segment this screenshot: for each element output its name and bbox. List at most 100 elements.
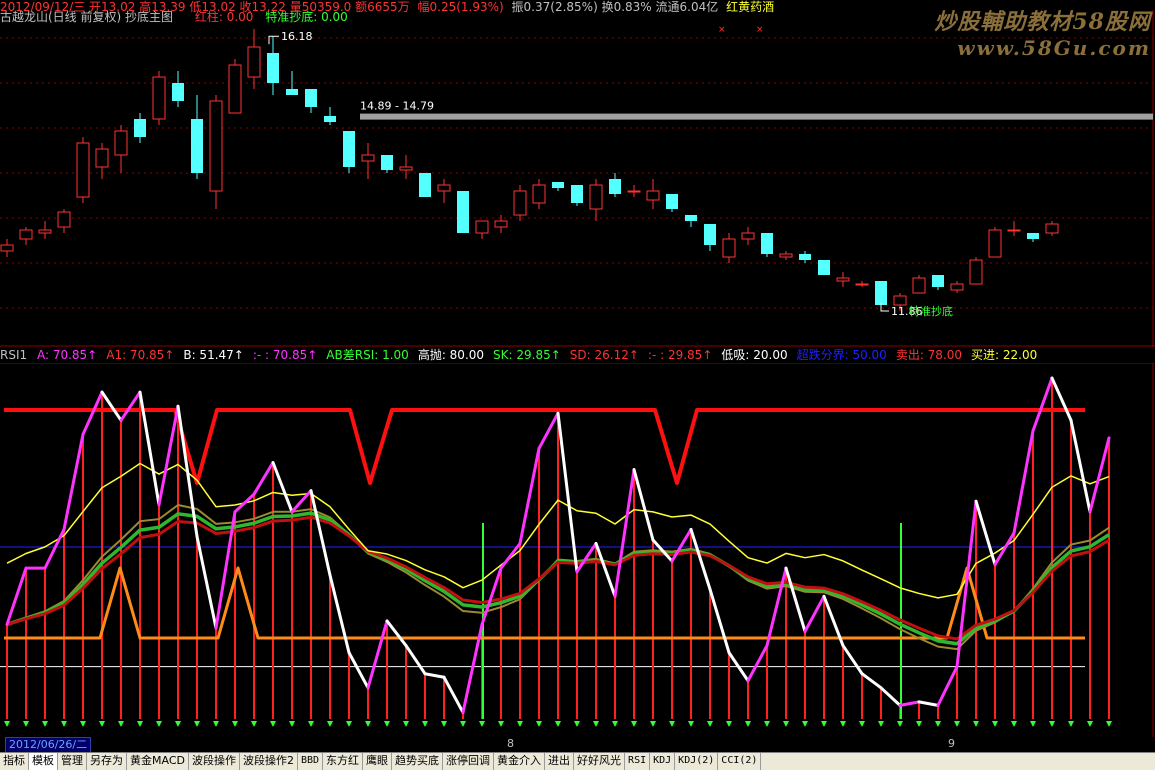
bar-arrow [384,721,390,727]
olive-ma-line [6,504,1110,651]
candle-body-up [0,244,14,252]
bar-arrow [232,721,238,727]
bar-arrow [935,721,941,727]
tab-3[interactable]: 另存为 [87,753,127,770]
indicator-value-9: 低吸: 20.00 [721,348,788,362]
rsi-main-segment [670,527,693,563]
rsi-main-segment [1088,436,1111,514]
bar-arrow [118,721,124,727]
tab-13[interactable]: 进出 [545,753,575,770]
rsi-main-segment [651,538,674,563]
candle-body-up [95,148,109,168]
candle-body-up [893,295,907,306]
candle [475,220,489,239]
rsi-main-segment [499,541,522,570]
rsi-main-segment [727,651,750,683]
candle-body-up [19,229,33,240]
tab-12[interactable]: 黄金介入 [494,753,546,770]
candle [114,125,128,173]
bar-arrow [498,721,504,727]
tab-2[interactable]: 管理 [58,753,87,770]
candle [685,215,697,227]
bar-arrow [783,721,789,727]
bar-arrow [612,721,618,727]
bar-arrow [764,721,770,727]
change-text: 幅0.25(1.93%) [417,0,504,14]
rsi-main-segment [518,446,541,545]
candle-body-down [704,224,716,245]
indicator-value-11: 卖出: 78.00 [895,348,963,362]
month-8-label: 8 [507,737,514,750]
candle [381,155,393,173]
rsi-main-segment [100,390,123,422]
bar-arrow [80,721,86,727]
bar-arrow [916,721,922,727]
candle [779,251,793,260]
candle [457,191,469,233]
tab-8[interactable]: 东方红 [323,753,364,770]
tab-11[interactable]: 涨停回调 [443,753,495,770]
candle-body-down [932,275,944,287]
watermark: 炒股輔助教材58股网 www.58Gu.com [934,4,1151,60]
candle-body-down [875,281,887,305]
candle [1027,233,1039,242]
tab-9[interactable]: 鹰眼 [363,753,393,770]
tab-17[interactable]: KDJ(2) [675,753,719,770]
signal-x-mark: × [756,25,764,35]
rsi-main-segment [366,619,389,690]
rsi-main-segment [214,510,237,630]
bar-arrow [555,721,561,727]
candle [228,59,242,114]
watermark-line2: www.58Gu.com [957,36,1151,60]
tab-7[interactable]: BBD [297,753,324,770]
tab-6[interactable]: 波段操作2 [239,753,298,770]
bar-arrow [137,721,143,727]
rsi-main-segment [442,675,465,714]
sector-text: 红黄药酒 [726,0,775,14]
tab-14[interactable]: 好好风光 [574,753,626,770]
rsi-main-segment [347,651,370,690]
indicator-name: RSI1 [0,348,28,362]
bar-arrow [574,721,580,727]
tab-15[interactable]: RSI [625,753,651,770]
bar-arrow [593,721,599,727]
candle-body-up [76,142,90,198]
tab-4[interactable]: 黄金MACD [127,753,189,770]
candle [361,143,375,179]
bar-arrow [1087,721,1093,727]
tab-16[interactable]: KDJ [650,753,676,770]
bar-arrow [23,721,29,727]
bar-arrow [1068,721,1074,727]
date-axis: 2012/06/26/二 8 9 [0,737,1155,753]
rsi-chart[interactable] [0,363,1155,737]
candle [343,131,355,173]
candle-body-up [532,184,546,204]
indicator-value-12: 买进: 22.00 [971,348,1038,362]
candle-body-down [1027,233,1039,239]
candle-body-down [685,215,697,221]
tab-10[interactable]: 趋势买底 [392,753,444,770]
rsi-main-segment [879,686,902,707]
candle-body-down [267,53,279,83]
rsi-main-segment [1069,418,1092,514]
rsi-main-segment [423,672,446,679]
candle [1007,221,1021,236]
tab-5[interactable]: 波段操作 [188,753,240,770]
date-cursor-label: 2012/06/26/二 [5,737,92,753]
candle [0,239,14,257]
candle-body-up [228,64,242,114]
rsi-main-segment [974,499,997,567]
tab-18[interactable]: CCI(2) [718,753,762,770]
tab-1[interactable]: 模板 [29,753,58,770]
tab-0[interactable]: 指标 [0,753,29,770]
bar-arrow [251,721,257,727]
candle-body-up [646,190,660,201]
candle-body-up [589,184,603,210]
bar-arrow [840,721,846,727]
candle [19,227,33,245]
bar-arrow [745,721,751,727]
candle [571,185,583,206]
candle [152,71,166,125]
